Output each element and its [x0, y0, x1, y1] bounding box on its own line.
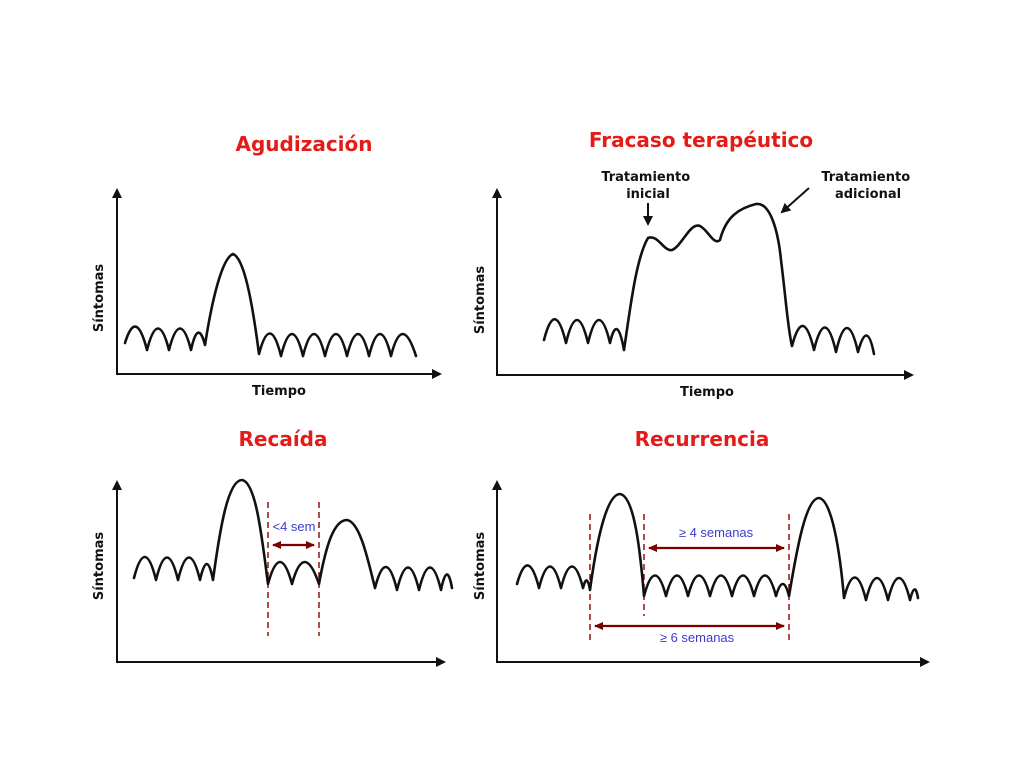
x-axis-label: Tiempo [680, 385, 734, 400]
panel-recurrencia: Recurrencia Síntomas ≥ 4 semanas ≥ 6 sem… [473, 427, 930, 667]
panel-title: Agudización [235, 132, 372, 156]
panel-fracaso-terapeutico: Fracaso terapéutico Síntomas Tiempo Trat… [473, 128, 914, 400]
panel-recaida: Recaída Síntomas <4 sem [92, 427, 454, 667]
x-axis-label: Tiempo [252, 384, 306, 399]
initial-treatment-label: Tratamiento inicial [601, 170, 694, 202]
panel-title: Recaída [239, 427, 328, 451]
panel-agudizacion: Agudización Síntomas Tiempo [92, 132, 442, 399]
symptom-curve [123, 252, 418, 358]
interval-label: <4 sem [273, 519, 316, 534]
y-axis-label: Síntomas [92, 264, 107, 333]
additional-treatment-label: Tratamiento adicional [821, 170, 914, 202]
symptom-curve [542, 202, 876, 356]
y-axis-label: Síntomas [473, 532, 488, 601]
panel-title: Recurrencia [635, 427, 770, 451]
symptom-curve [515, 492, 920, 602]
y-axis-label: Síntomas [473, 266, 488, 335]
symptom-curve [132, 478, 454, 592]
panel-title: Fracaso terapéutico [589, 128, 813, 152]
interval-label-6-weeks: ≥ 6 semanas [660, 630, 735, 645]
y-axis-label: Síntomas [92, 532, 107, 601]
interval-label-4-weeks: ≥ 4 semanas [679, 525, 754, 540]
additional-treatment-arrow [780, 187, 810, 214]
